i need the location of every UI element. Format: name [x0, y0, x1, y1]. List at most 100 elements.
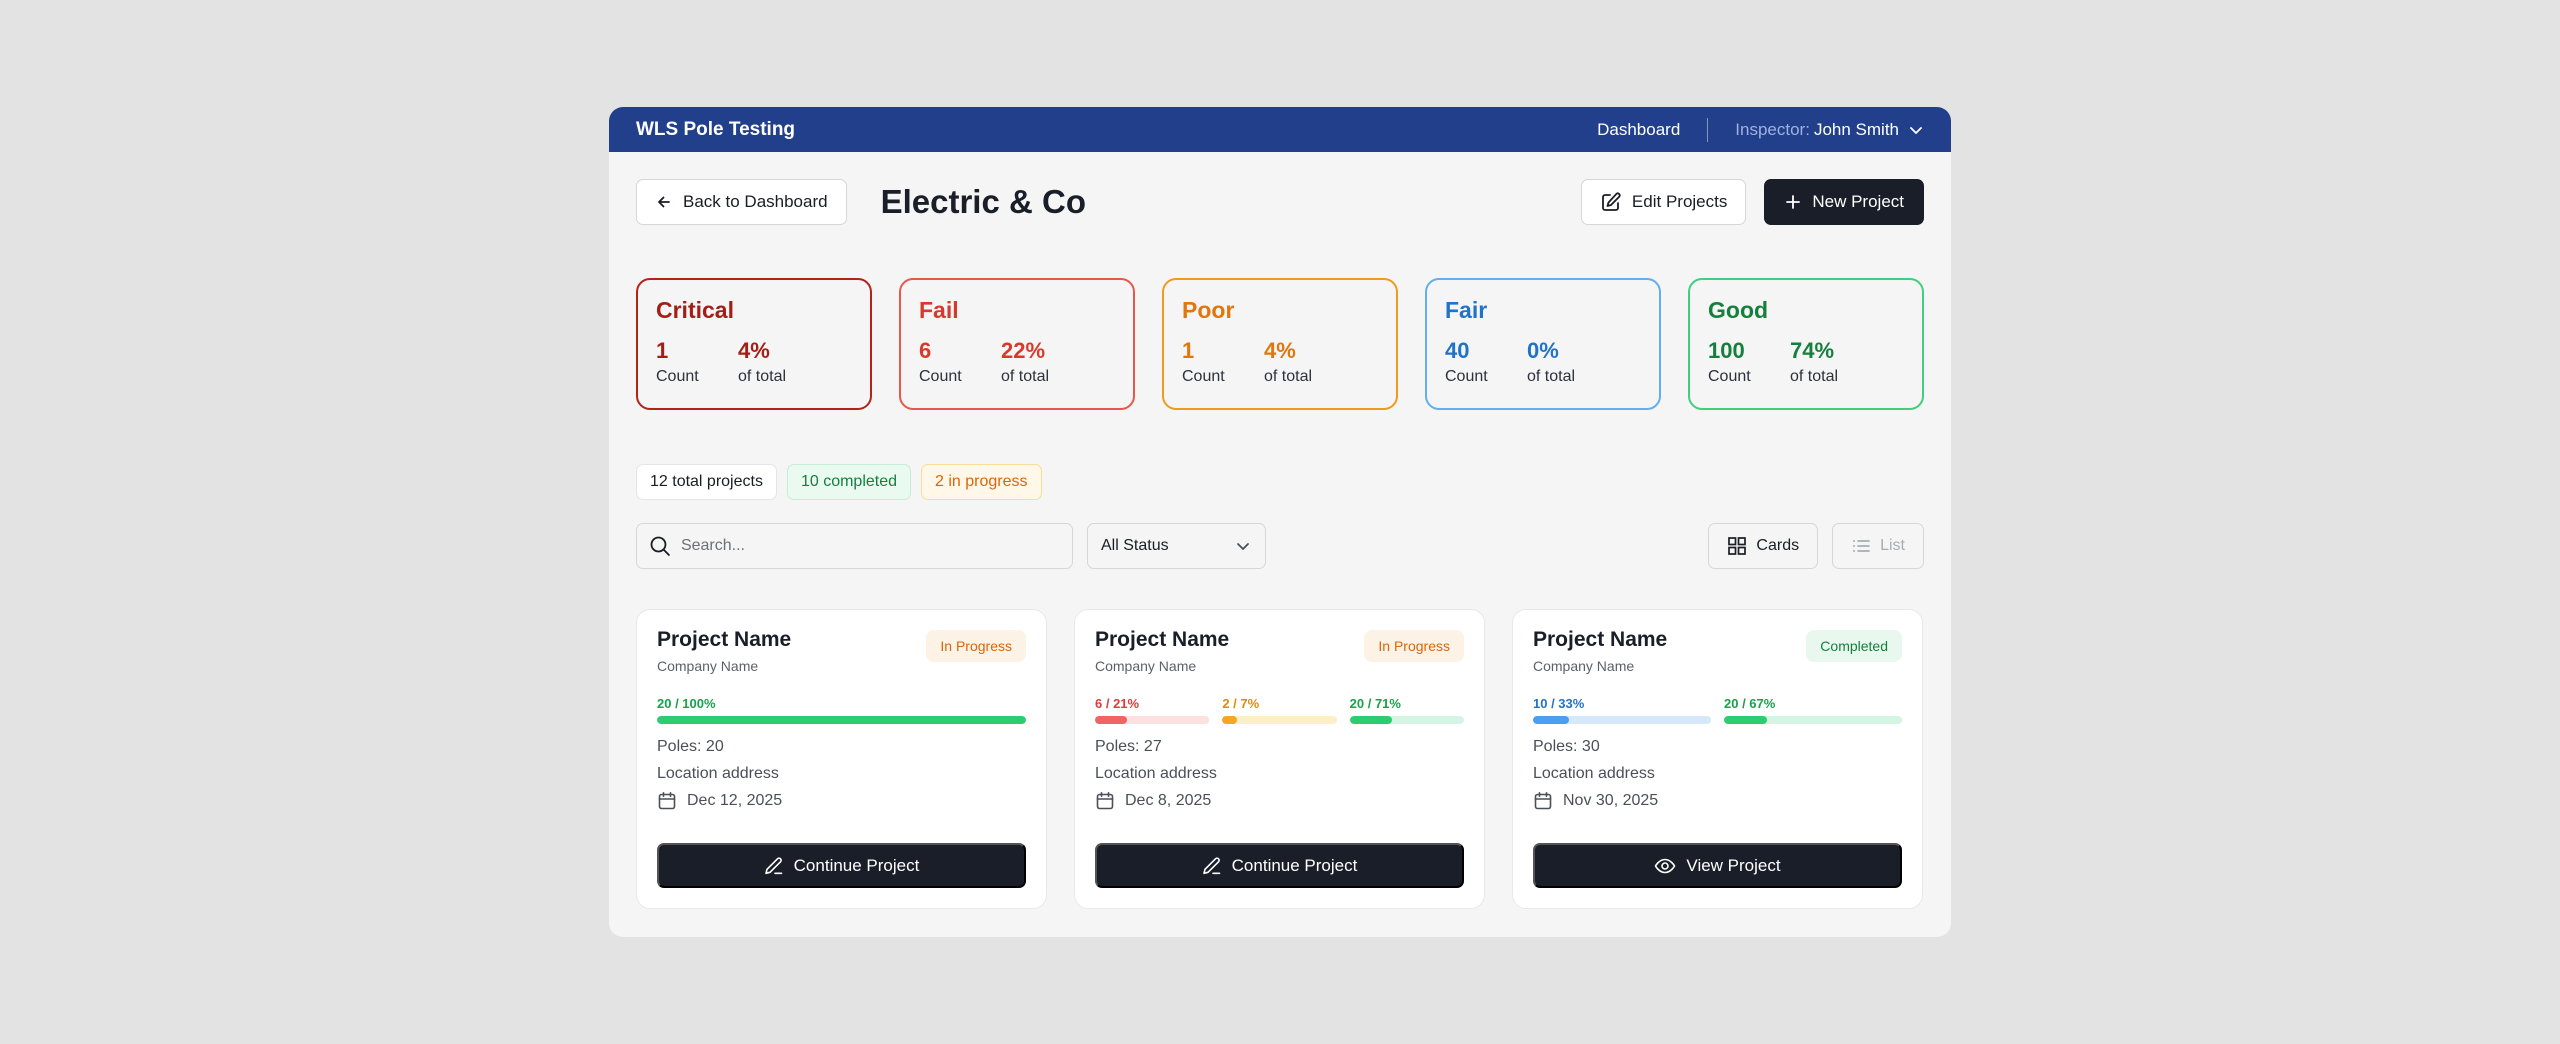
stat-title: Good: [1708, 297, 1769, 323]
continue-project-button[interactable]: Continue Project: [1095, 843, 1464, 888]
poles-count: Poles: 20: [657, 738, 724, 755]
back-button-label: Back to Dashboard: [683, 192, 828, 211]
stat-title: Critical: [656, 297, 734, 323]
stat-count-label: Count: [1445, 368, 1488, 385]
progress-segment: 6 / 21%: [1095, 696, 1210, 724]
stat-percent-label: of total: [738, 368, 787, 385]
stat-title: Fair: [1445, 297, 1488, 323]
status-badge: In Progress: [1364, 630, 1464, 662]
edit-square-icon: [1602, 192, 1621, 211]
progress-label: 20 / 67%: [1724, 696, 1776, 711]
progress-row: 10 / 33% 20 / 67%: [1533, 696, 1902, 724]
stat-count-label: Count: [1182, 368, 1225, 385]
stat-percent-label: of total: [1264, 368, 1313, 385]
continue-project-button[interactable]: Continue Project: [657, 843, 1026, 888]
progress-label: 2 / 7%: [1222, 696, 1260, 711]
progress-segment: 20 / 67%: [1724, 696, 1902, 724]
stat-percent: 22%: [1001, 338, 1046, 363]
eye-icon: [1655, 858, 1676, 873]
progress-track: [1533, 716, 1711, 724]
inspector-menu[interactable]: Inspector: John Smith: [1735, 120, 1924, 140]
calendar-icon: [1534, 792, 1552, 810]
progress-segment: 2 / 7%: [1222, 696, 1337, 724]
edit-projects-button[interactable]: Edit Projects: [1580, 179, 1747, 225]
location-address: Location address: [1533, 765, 1655, 782]
project-date: Dec 12, 2025: [687, 792, 783, 809]
stat-title: Poor: [1182, 297, 1235, 323]
calendar-icon: [1096, 792, 1114, 810]
progress-track: [1349, 716, 1464, 724]
location-address: Location address: [1095, 765, 1217, 782]
progress-label: 20 / 100%: [657, 696, 716, 711]
date-row: Nov 30, 2025: [1533, 791, 1902, 811]
card-action-label: Continue Project: [793, 855, 920, 875]
date-row: Dec 12, 2025: [657, 791, 1026, 811]
stat-count: 100: [1708, 338, 1745, 363]
progress-fill: [1222, 716, 1238, 724]
status-badge: In Progress: [926, 630, 1026, 662]
location-address: Location address: [657, 765, 779, 782]
status-filter-value: All Status: [1101, 537, 1169, 554]
stat-card-fair: Fair 40 Count 0% of total: [1425, 278, 1661, 410]
project-name: Project Name: [1095, 628, 1230, 651]
progress-label: 20 / 71%: [1349, 696, 1401, 711]
search-icon: [650, 536, 670, 556]
search-input[interactable]: [680, 537, 1060, 555]
project-card: Project Name Company Name Completed 10 /…: [1512, 609, 1923, 909]
nav-divider: [1707, 117, 1709, 142]
nav-dashboard-link[interactable]: Dashboard: [1597, 119, 1681, 139]
status-filter-select[interactable]: All Status: [1087, 523, 1266, 569]
project-card: Project Name Company Name In Progress 20…: [636, 609, 1047, 909]
pencil-icon: [764, 856, 782, 874]
stat-percent-label: of total: [1001, 368, 1050, 385]
stat-percent-label: of total: [1527, 368, 1576, 385]
chevron-down-icon: [1237, 543, 1249, 550]
progress-track: [1724, 716, 1902, 724]
stat-percent: 4%: [738, 338, 770, 363]
stat-count-label: Count: [919, 368, 962, 385]
chevron-down-icon: [1910, 126, 1922, 134]
stat-percent: 4%: [1264, 338, 1296, 363]
top-bar: WLS Pole Testing Dashboard Inspector: Jo…: [609, 107, 1951, 152]
progress-row: 20 / 100%: [657, 696, 1026, 724]
back-to-dashboard-button[interactable]: Back to Dashboard: [636, 179, 847, 225]
cards-view-label: Cards: [1756, 537, 1800, 554]
stat-card-critical: Critical 1 Count 4% of total: [636, 278, 872, 410]
progress-track: [1095, 716, 1210, 724]
stat-percent-label: of total: [1790, 368, 1839, 385]
filter-bar: All Status Cards List: [636, 523, 1924, 569]
project-date: Dec 8, 2025: [1125, 792, 1212, 809]
progress-segment: 10 / 33%: [1533, 696, 1711, 724]
total-projects-badge: 12 total projects: [636, 464, 777, 500]
progress-fill: [1349, 716, 1392, 724]
date-row: Dec 8, 2025: [1095, 791, 1464, 811]
stat-title: Fail: [919, 297, 959, 323]
card-action-label: View Project: [1686, 855, 1781, 875]
inspector-label: Inspector:: [1735, 119, 1810, 139]
cards-view-button[interactable]: Cards: [1708, 523, 1819, 569]
view-project-button[interactable]: View Project: [1533, 843, 1902, 888]
stat-count: 1: [1182, 338, 1195, 363]
stat-count-label: Count: [1708, 368, 1751, 385]
completed-badge: 10 completed: [786, 464, 912, 500]
condition-stats: Critical 1 Count 4% of total Fail 6 Count 2…: [636, 278, 1924, 410]
company-name: Company Name: [657, 658, 759, 674]
stat-count-label: Count: [656, 368, 699, 385]
stat-percent: 0%: [1527, 338, 1559, 363]
company-name: Company Name: [1095, 658, 1197, 674]
list-icon: [1853, 540, 1870, 552]
project-cards: Project Name Company Name In Progress 20…: [636, 609, 1923, 909]
in-progress-badge: 2 in progress: [921, 464, 1042, 500]
list-view-button[interactable]: List: [1832, 523, 1924, 569]
project-summary: 12 total projects 10 completed 2 in prog…: [636, 464, 1042, 500]
project-date: Nov 30, 2025: [1563, 792, 1659, 809]
stat-card-good: Good 100 Count 74% of total: [1688, 278, 1924, 410]
poles-count: Poles: 30: [1533, 738, 1600, 755]
pencil-icon: [1202, 856, 1220, 874]
stat-card-poor: Poor 1 Count 4% of total: [1162, 278, 1398, 410]
stat-count: 6: [919, 338, 932, 363]
stat-card-fail: Fail 6 Count 22% of total: [899, 278, 1135, 410]
status-badge: Completed: [1806, 630, 1902, 662]
progress-segment: 20 / 100%: [657, 696, 1026, 724]
new-project-button[interactable]: New Project: [1764, 179, 1924, 225]
